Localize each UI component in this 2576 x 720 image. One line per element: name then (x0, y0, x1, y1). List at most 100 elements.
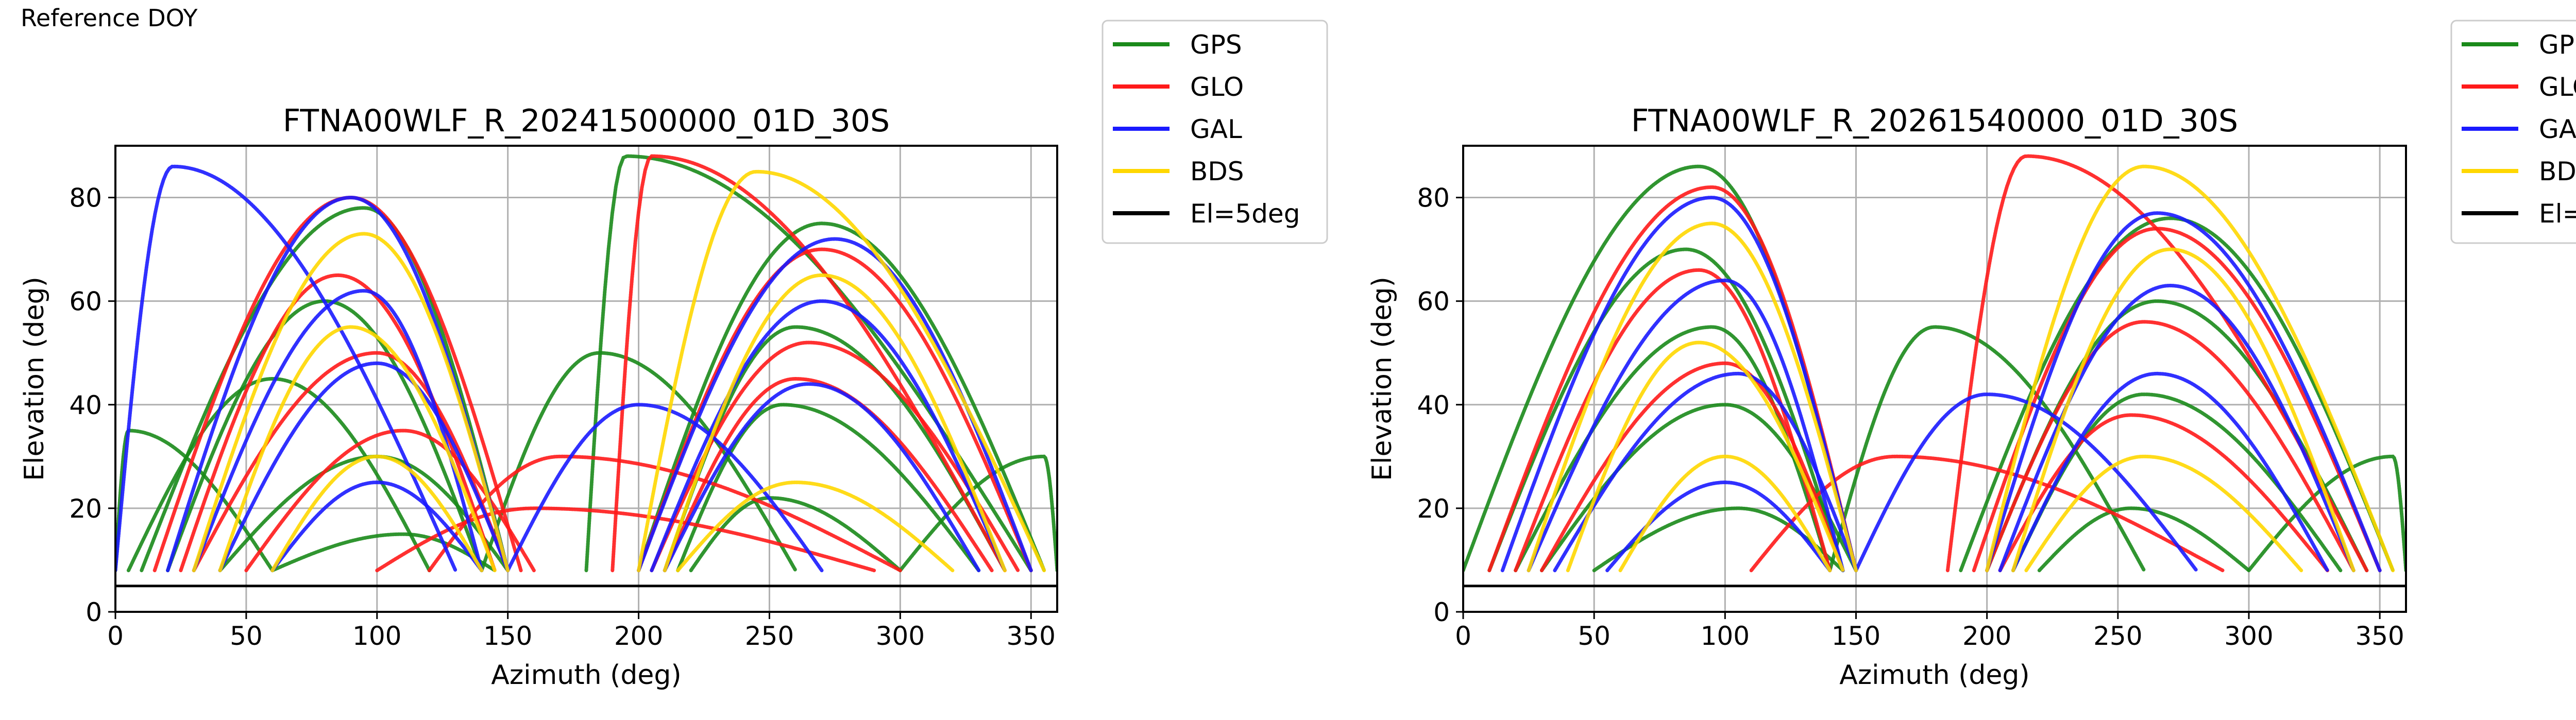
satellite-track (218, 361, 510, 573)
satellite-track (663, 273, 1007, 573)
satellite-track (611, 154, 1007, 573)
satellite-track (650, 299, 1007, 573)
legend-box (2450, 20, 2576, 244)
x-tick-label: 50 (1578, 621, 1611, 651)
y-tick-label: 20 (1417, 494, 1450, 524)
satellite-track (1487, 185, 1858, 573)
satellite-track (126, 377, 431, 573)
satellite-track (1854, 392, 2198, 573)
satellite-track (1618, 454, 1832, 573)
satellite-track (2024, 454, 2303, 573)
y-axis-label: Elevation (deg) (1367, 277, 1398, 481)
x-tick-label: 0 (107, 621, 124, 651)
satellite-track (1514, 268, 1832, 573)
y-tick-label: 80 (1417, 183, 1450, 213)
satellite-track (218, 325, 497, 573)
series-bds (192, 169, 1046, 573)
series-layer (1463, 154, 2406, 573)
satellite-track (1527, 221, 1858, 573)
x-tick-label: 0 (1455, 621, 1471, 651)
satellite-track (1540, 361, 1845, 573)
y-tick-label: 40 (1417, 390, 1450, 420)
satellite-track (1985, 211, 2382, 573)
satellite-track (2011, 247, 2355, 573)
legend-label: El=5deg (2539, 199, 2576, 229)
satellite-track (115, 164, 457, 573)
legend-label: GAL (2539, 114, 2576, 144)
satellite-track (637, 221, 1046, 573)
satellite-track (1985, 164, 2395, 573)
x-tick-label: 200 (614, 621, 663, 651)
satellite-track (480, 351, 798, 573)
satellite-track (1985, 320, 2355, 573)
legend: GPS GLO GAL BDS El=5deg (2450, 20, 2576, 244)
x-tick-label: 200 (1962, 621, 2011, 651)
legend-label: GLO (2539, 72, 2576, 102)
legend-label: GPS (2539, 30, 2576, 60)
x-axis-label: Azimuth (deg) (491, 660, 681, 691)
y-axis-label: Elevation (deg) (19, 277, 50, 481)
x-tick-label: 250 (745, 621, 794, 651)
legend-label: BDS (1190, 157, 1244, 186)
y-tick-label: 80 (69, 183, 102, 213)
satellite-track (1527, 278, 1845, 573)
satellite-track (270, 532, 497, 573)
satellite-track (1972, 227, 2382, 573)
satellite-track (1828, 325, 2146, 573)
axes-frame (114, 145, 1058, 613)
chart-title: FTNA00WLF_R_20261540000_01D_30S (1631, 103, 2238, 139)
y-tick-label: 40 (69, 390, 102, 420)
satellite-track (270, 454, 484, 573)
y-tick-label: 60 (69, 287, 102, 317)
satellite-track (637, 169, 1046, 573)
satellite-track (115, 428, 275, 573)
figure-suptitle: Reference DOY (21, 4, 198, 32)
satellite-track (1487, 247, 1845, 573)
x-axis-label: Azimuth (deg) (1839, 660, 2029, 691)
chart-title: FTNA00WLF_R_20241500000_01D_30S (283, 103, 890, 139)
series-bds (1527, 164, 2395, 573)
satellite-track (192, 289, 484, 573)
series-layer (115, 154, 1057, 573)
satellite-track (650, 340, 1020, 573)
x-tick-label: 100 (352, 621, 401, 651)
x-tick-label: 150 (483, 621, 532, 651)
satellite-track (676, 481, 955, 573)
x-tick-label: 50 (230, 621, 263, 651)
axes-frame (1462, 145, 2407, 613)
satellite-track (375, 506, 876, 573)
satellite-track (270, 481, 484, 573)
satellite-track (2037, 506, 2251, 573)
legend: GPS GLO GAL BDS El=5deg (1101, 20, 1328, 244)
legend-label: GAL (1190, 114, 1242, 144)
satellite-track (1500, 196, 1858, 573)
y-tick-label: 0 (1433, 597, 1450, 627)
chart-1: 0 50 100 150 200 250 300 350 0 20 40 60 80 FTNA00WLF_… (19, 20, 1328, 691)
legend-label: BDS (2539, 157, 2576, 186)
satellite-track (192, 351, 510, 573)
chart-2: 0 50 100 150 200 250 300 350 0 20 40 60 80 FTNA00WLF_… (1367, 20, 2576, 691)
satellite-track (663, 382, 981, 573)
x-tick-label: 100 (1701, 621, 1750, 651)
satellite-track (1998, 413, 2329, 573)
satellite-track (1553, 371, 1858, 573)
satellite-track (427, 454, 902, 573)
series-gal (1500, 196, 2382, 573)
satellite-track (1566, 340, 1845, 573)
x-tick-label: 300 (2224, 621, 2273, 651)
legend-label: GLO (1190, 72, 1244, 102)
x-tick-label: 250 (2093, 621, 2142, 651)
satellite-track (192, 232, 510, 573)
x-tick-label: 300 (876, 621, 925, 651)
legend-label: GPS (1190, 30, 1242, 60)
y-tick-label: 60 (1417, 287, 1450, 317)
legend-label: El=5deg (1190, 199, 1300, 229)
satellite-track (689, 496, 902, 573)
satellite-track (637, 247, 1033, 573)
x-tick-label: 150 (1832, 621, 1880, 651)
satellite-track (2011, 371, 2329, 573)
x-tick-label: 350 (1007, 621, 1056, 651)
satellite-track (1749, 454, 2225, 573)
satellite-track (898, 454, 1057, 573)
